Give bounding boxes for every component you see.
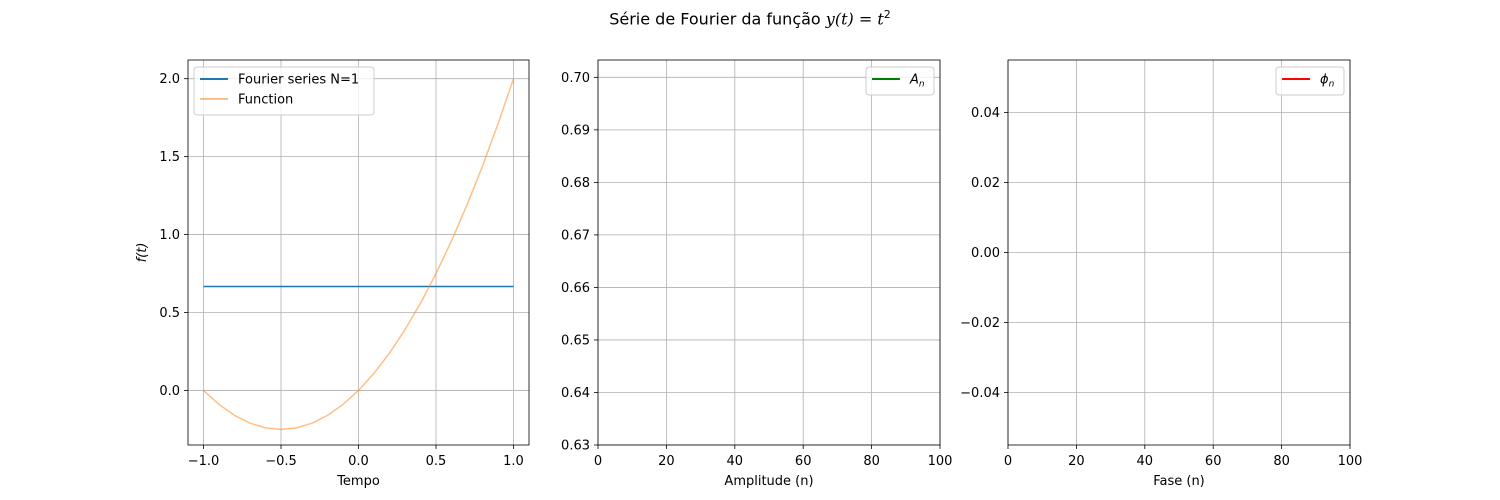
x-tick-label: 0.0 [348,454,369,469]
x-tick-label: 1.0 [503,454,524,469]
y-tick-label: −0.02 [960,316,1000,331]
y-axis-label: f(t) [135,243,150,263]
x-tick-label: 100 [928,454,953,469]
legend-label-subscript: n [1329,80,1335,90]
x-tick-label: 80 [863,454,880,469]
legend: ϕn [1275,66,1345,96]
y-tick-label: 0.0 [159,384,180,399]
x-axis-label: Fase (n) [1153,474,1205,489]
y-tick-label: 1.5 [159,150,180,165]
axes-frame [597,59,941,446]
y-tick-label: 0.5 [159,306,180,321]
x-tick-label: −1.0 [188,454,220,469]
y-tick-label: 0.64 [561,386,590,401]
y-tick-label: −0.04 [960,386,1000,401]
subplot-2: 0 20 40 60 80 100 0.63 0.64 0.65 0.66 0.67 0.68 0.69… [561,59,953,489]
x-tick-label: 20 [658,454,675,469]
x-tick-label: 0 [594,454,602,469]
legend-label: Fourier series N=1 [238,73,359,88]
legend: An [865,66,935,96]
figure-title-text: Série de Fourier da função [609,9,826,29]
y-tick-label: 1.0 [159,228,180,243]
x-tick-label: 60 [1205,454,1222,469]
legend-frame [865,66,935,96]
figure-title-math: y(t) = t [825,9,884,29]
y-tick-label: 0.63 [561,439,590,454]
y-tick-label: 0.70 [561,71,590,86]
legend-frame [1275,66,1345,96]
y-tick-label: 0.67 [561,228,590,243]
figure-title: Série de Fourier da função y(t) = t2 [0,8,1500,28]
y-tick-label: 0.68 [561,176,590,191]
y-tick-label: 0.65 [561,333,590,348]
figure-title-exponent: 2 [883,8,891,21]
x-tick-label: 40 [727,454,744,469]
legend-frame [193,66,375,116]
x-axis-label: Tempo [336,474,380,489]
y-tick-label: 2.0 [159,72,180,87]
subplot-3: 0 20 40 60 80 100 −0.04 −0.02 0.00 0.02 0.04 Fase (… [960,59,1363,489]
legend-label: Function [238,93,293,108]
y-tick-label: 0.04 [971,106,1000,121]
x-tick-label: −0.5 [265,454,297,469]
x-tick-label: 0.5 [426,454,447,469]
x-axis-label: Amplitude (n) [724,474,813,489]
series-line-2 [202,78,515,431]
x-tick-label: 20 [1068,454,1085,469]
legend-label-subscript: n [919,80,925,90]
x-tick-label: 80 [1273,454,1290,469]
legend: Fourier series N=1 Function [193,66,375,116]
x-tick-label: 40 [1137,454,1154,469]
subplot-1: −1.0 −0.5 0.0 0.5 1.0 0.0 0.5 1.0 1.5 2.0 Tempo f(t… [135,59,530,489]
x-tick-label: 0 [1004,454,1012,469]
y-tick-label: 0.69 [561,123,590,138]
y-tick-label: 0.02 [971,176,1000,191]
y-tick-label: 0.00 [971,246,1000,261]
x-tick-label: 60 [795,454,812,469]
y-tick-label: 0.66 [561,281,590,296]
x-tick-label: 100 [1338,454,1363,469]
